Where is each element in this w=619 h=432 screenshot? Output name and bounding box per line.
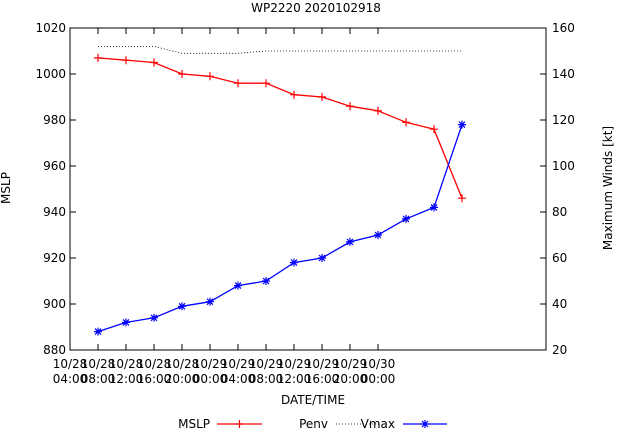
x-tick-label-date: 10/29 [333,357,368,371]
y-right-tick-label: 60 [552,251,567,265]
vmax-point [94,327,102,336]
vmax-point [122,318,130,327]
x-tick-label-time: 16:00 [137,372,172,386]
chart-title: WP2220 2020102918 [251,1,381,15]
legend-marker [235,420,244,428]
penv-point [94,53,102,62]
series-layer [94,46,466,336]
x-tick-label-date: 10/29 [305,357,340,371]
y-left-tick-label: 940 [43,205,66,219]
x-tick-label-time: 08:00 [249,372,284,386]
vmax-point [290,258,298,267]
y-left-tick-label: 960 [43,159,66,173]
legend-label: Penv [299,417,328,431]
y-right-tick-label: 80 [552,205,567,219]
penv-point [346,102,354,111]
x-tick-label-date: 10/29 [277,357,312,371]
legend: MSLP Penv Vmax [178,417,447,431]
y-left-tick-label: 880 [43,343,66,357]
y-right-tick-label: 120 [552,113,575,127]
vmax-point [402,214,410,223]
penv-point [290,90,298,99]
y-left-tick-label: 920 [43,251,66,265]
vmax-point [262,277,270,285]
vmax-point [458,120,466,129]
y-right-tick-label: 100 [552,159,575,173]
y-axis-label-left: MSLP [0,172,13,204]
penv-point [206,72,214,81]
y-axis-label-right: Maximum Winds [kt] [601,126,615,250]
y-left-tick-label: 1000 [35,67,66,81]
penv-point [402,118,410,127]
vmax-point [234,281,242,290]
x-tick-label-date: 10/29 [249,357,284,371]
penv-point [374,106,382,115]
penv-point [458,194,466,203]
y-left-tick-label: 980 [43,113,66,127]
penv-point [150,58,158,67]
y-right-tick-label: 20 [552,343,567,357]
x-tick-label-time: 20:00 [333,372,368,386]
y-right-tick-label: 140 [552,67,575,81]
y-left-tick-label: 900 [43,297,66,311]
legend-label: MSLP [178,417,210,431]
x-tick-label-date: 10/29 [221,357,256,371]
x-tick-label-date: 10/28 [53,357,88,371]
x-tick-label-date: 10/28 [81,357,116,371]
x-tick-label-date: 10/28 [109,357,144,371]
x-tick-label-time: 08:00 [81,372,116,386]
vmax-line [97,124,463,333]
x-tick-label-date: 10/28 [137,357,172,371]
vmax-point [178,302,186,311]
vmax-point [430,203,438,212]
penv-point [122,56,130,65]
legend-label: Vmax [361,417,395,431]
x-tick-label-date: 10/29 [193,357,228,371]
vmax-point [206,297,214,306]
x-tick-label-time: 04:00 [53,372,88,386]
vmax-point [150,313,158,322]
x-tick-label-time: 12:00 [109,372,144,386]
vmax-point [318,254,326,262]
y-right-tick-label: 160 [552,21,575,35]
x-tick-label-time: 20:00 [165,372,200,386]
x-tick-label-time: 00:00 [193,372,228,386]
vmax-point [374,231,382,239]
legend-marker [421,420,429,428]
penv-line [97,57,463,199]
x-tick-label-time: 00:00 [361,372,396,386]
x-tick-label-date: 10/30 [361,357,396,371]
penv-point [262,79,270,88]
penv-point [178,70,186,78]
x-axis-label: DATE/TIME [281,393,345,407]
penv-point [234,79,242,88]
reference-line [98,46,462,54]
y-right-tick-label: 40 [552,297,567,311]
x-tick-label-time: 04:00 [221,372,256,386]
x-tick-label-date: 10/28 [165,357,200,371]
x-tick-label-time: 16:00 [305,372,340,386]
x-tick-label-time: 12:00 [277,372,312,386]
vmax-point [346,237,354,246]
penv-point [318,93,326,101]
y-left-tick-label: 1020 [35,21,66,35]
axes-layer: 10/2804:0010/2808:0010/2812:0010/2816:00… [35,21,574,386]
penv-point [430,125,438,134]
plot-frame [69,27,547,351]
